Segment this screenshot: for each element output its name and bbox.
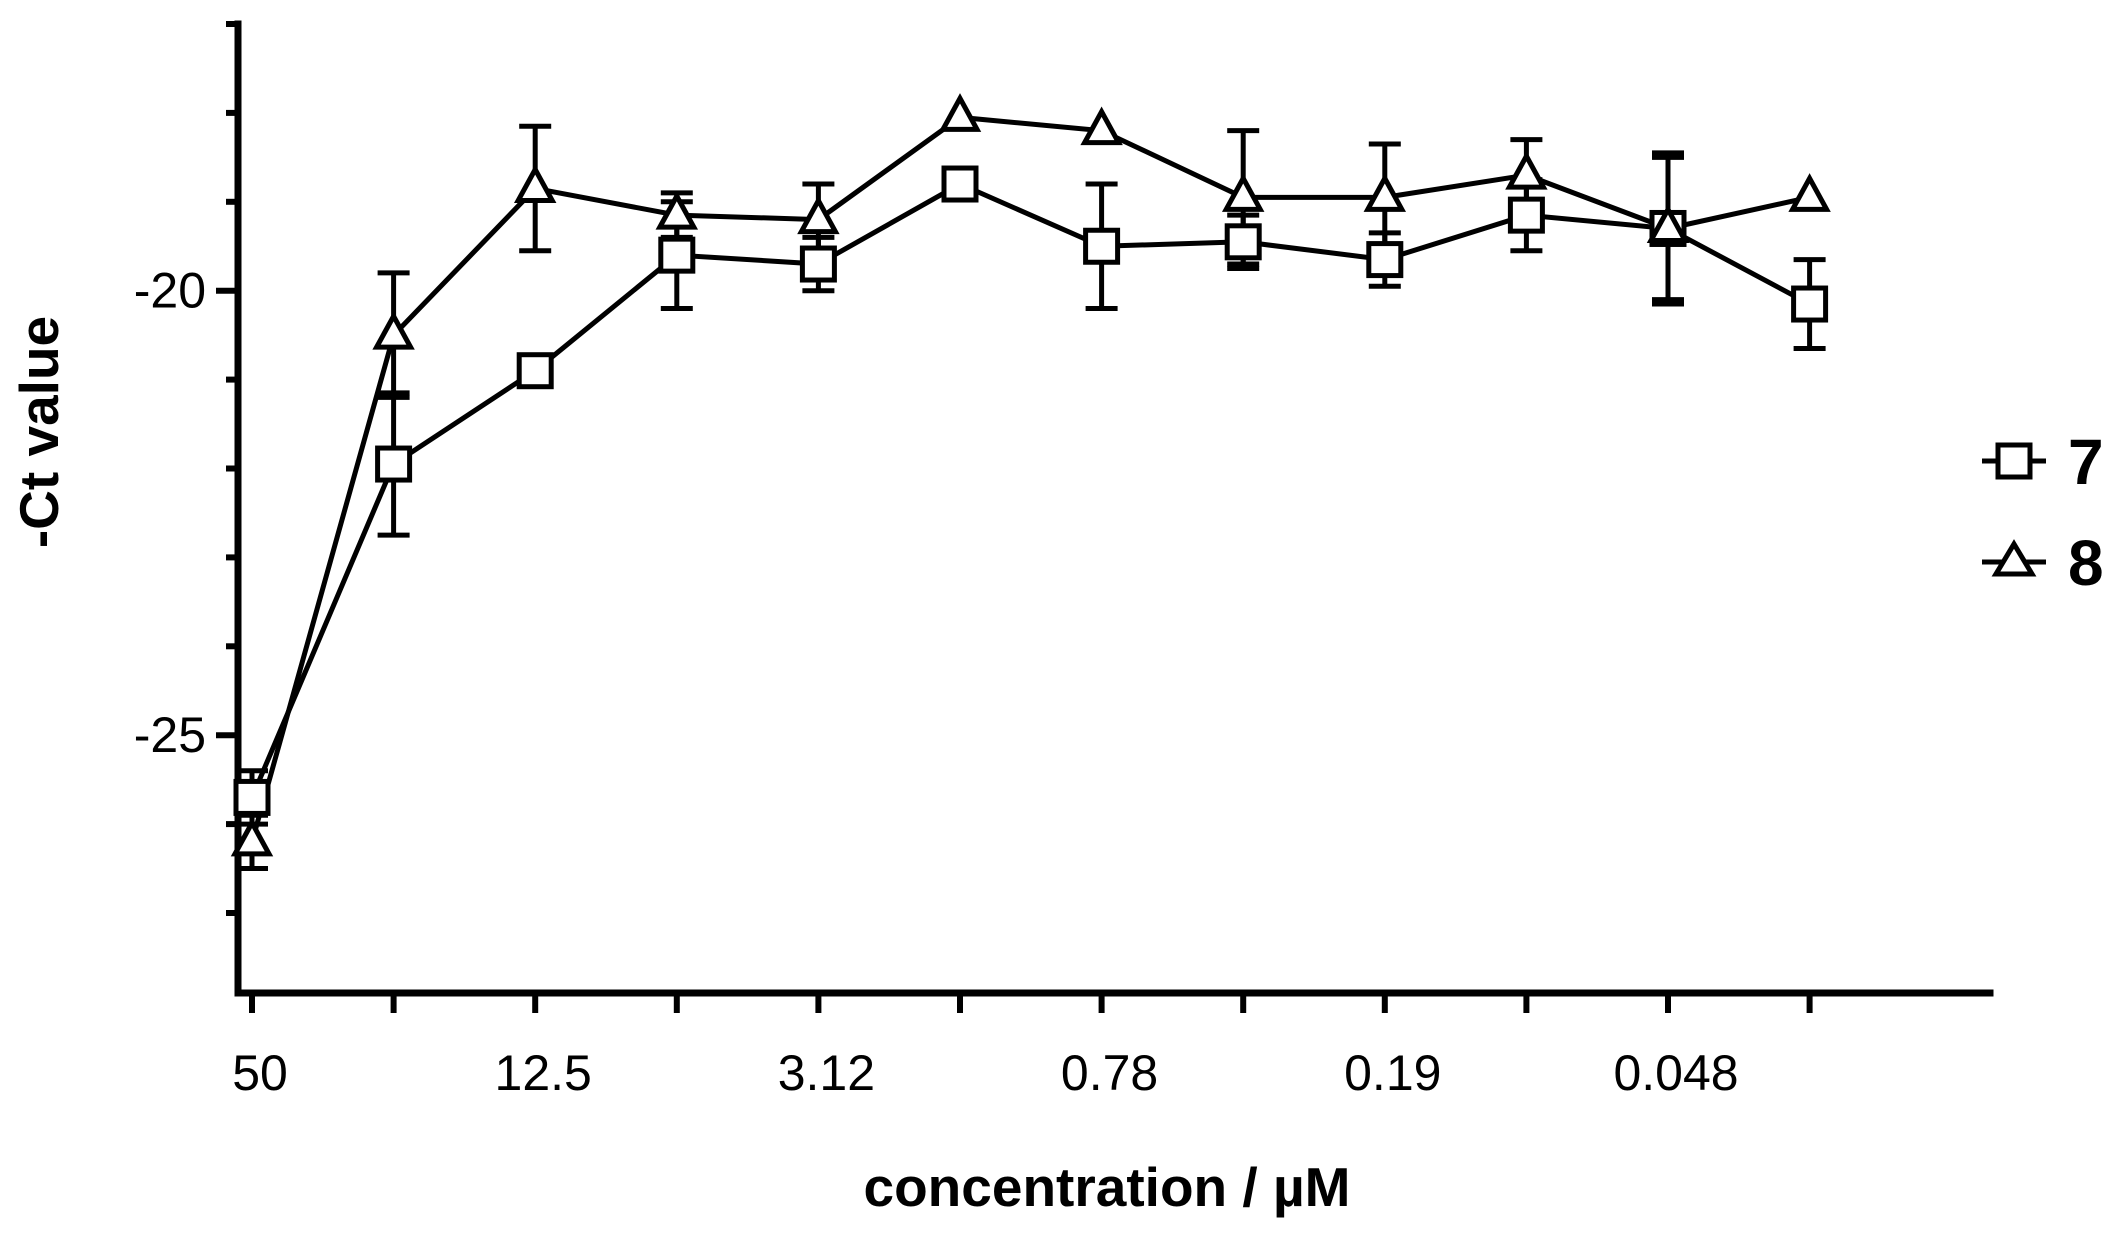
data-markers: [230, 93, 1831, 857]
data-point-8: [1221, 173, 1265, 212]
data-point-7: [1791, 285, 1829, 323]
data-point-8: [372, 310, 415, 350]
legend-item-7: 7: [1982, 426, 2104, 498]
data-point-7: [1083, 227, 1121, 265]
tick-labels: -20 -25 50 12.5 3.12 0.78 0.19 0.048: [134, 263, 1739, 1101]
data-point-7: [1366, 241, 1404, 279]
legend: 7 8: [1982, 426, 2104, 599]
y-tick-label: -20: [134, 263, 206, 319]
data-point-8: [1788, 173, 1831, 212]
data-point-8: [1363, 173, 1407, 212]
data-point-8: [797, 195, 840, 235]
data-point-8: [1646, 204, 1690, 243]
x-tick-label: 0.048: [1613, 1045, 1738, 1101]
x-tick-label: 50: [232, 1045, 288, 1101]
data-point-8: [1505, 150, 1548, 190]
legend-label-8: 8: [2068, 527, 2104, 599]
legend-marker-8: [1991, 539, 2037, 577]
data-point-7: [941, 165, 979, 203]
data-point-7: [375, 445, 413, 483]
legend-label-7: 7: [2068, 426, 2104, 498]
x-tick-label: 0.19: [1344, 1045, 1441, 1101]
data-point-8: [513, 164, 557, 203]
data-point-8: [655, 190, 699, 230]
data-point-7: [1507, 196, 1545, 234]
data-point-7: [233, 778, 271, 816]
legend-item-8: 8: [1982, 527, 2104, 599]
legend-marker-7: [1995, 442, 2033, 480]
data-point-7: [658, 236, 696, 274]
series-line-7: [249, 181, 1811, 799]
series-lines: [249, 114, 1811, 843]
x-tick-label: 3.12: [778, 1045, 875, 1101]
data-point-8: [1080, 106, 1123, 146]
data-point-7: [799, 245, 837, 283]
error-bars: [236, 123, 1826, 872]
x-axis-label: concentration / µM: [864, 1156, 1351, 1218]
y-tick-label: -25: [134, 707, 206, 763]
y-axis-label: -Ct value: [8, 316, 70, 548]
data-point-8: [230, 817, 274, 857]
x-tick-label: 12.5: [495, 1045, 592, 1101]
x-tick-label: 0.78: [1061, 1045, 1158, 1101]
axes: [216, 20, 1994, 1013]
data-point-7: [1224, 223, 1262, 261]
series-line-8: [249, 114, 1811, 843]
data-point-7: [516, 352, 554, 390]
data-point-8: [938, 93, 982, 132]
